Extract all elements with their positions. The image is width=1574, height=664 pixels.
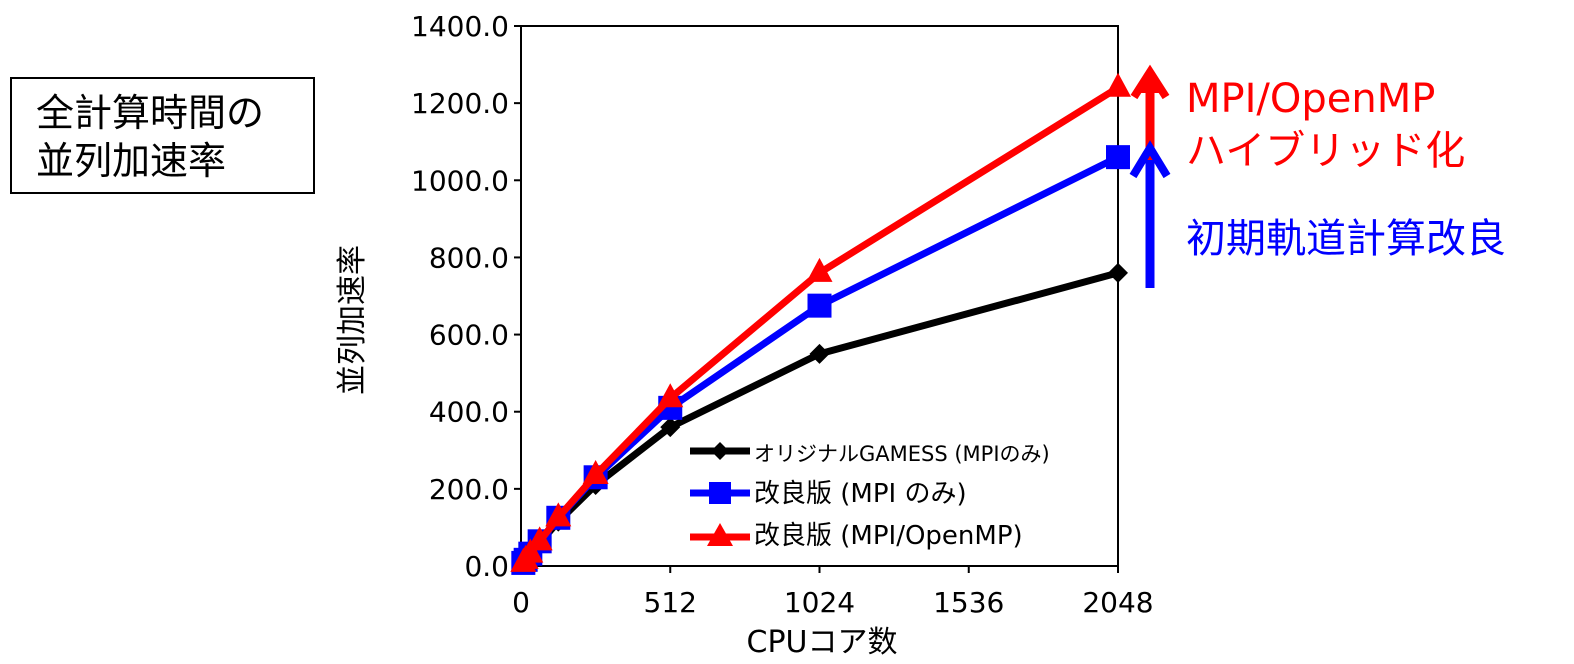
- x-tick-label: 1536: [933, 586, 1004, 619]
- y-axis-title: 並列加速率: [335, 245, 370, 395]
- title-line-2: 並列加速率: [36, 139, 227, 183]
- title-line-1: 全計算時間の: [36, 91, 265, 135]
- data-point-triangle: [545, 502, 572, 527]
- legend-item-improved-mpi: 改良版 (MPI のみ): [688, 474, 1116, 514]
- data-point-diamond: [660, 417, 681, 438]
- x-tick-label: 1024: [784, 586, 855, 619]
- x-tick-label: 2048: [1082, 586, 1153, 619]
- hybrid-note-line-2: ハイブリッド化: [1186, 128, 1466, 174]
- legend-item-improved-hybrid: 改良版 (MPI/OpenMP): [688, 516, 1116, 556]
- data-point-triangle: [526, 526, 553, 551]
- legend-label-improved-mpi: 改良版 (MPI のみ): [754, 479, 967, 509]
- hybrid-note-line-1: MPI/OpenMP: [1186, 76, 1436, 122]
- series-layer: [510, 72, 1131, 575]
- y-tick-label: 0.0: [464, 550, 509, 583]
- x-axis-title: CPUコア数: [747, 625, 898, 660]
- data-point-triangle: [1105, 72, 1131, 97]
- legend-label-improved-hybrid: 改良版 (MPI/OpenMP): [754, 521, 1023, 551]
- data-point-triangle: [582, 459, 609, 484]
- x-tick-label: 0: [512, 586, 530, 619]
- y-tick-label: 400.0: [429, 396, 509, 429]
- title-box: 全計算時間の 並列加速率: [10, 77, 315, 194]
- legend-item-original: オリジナルGAMESS (MPIのみ): [688, 432, 1116, 472]
- data-point-square: [1106, 145, 1130, 170]
- data-point-triangle: [806, 257, 833, 282]
- data-point-square: [807, 293, 832, 318]
- y-tick-label: 800.0: [429, 241, 509, 274]
- improve-note: 初期軌道計算改良: [1186, 216, 1506, 262]
- legend-label-original: オリジナルGAMESS (MPIのみ): [754, 442, 1050, 466]
- legend-swatch-original: [690, 442, 750, 460]
- legend-swatch-improved-hybrid: [690, 523, 750, 546]
- y-tick-label: 600.0: [429, 319, 509, 352]
- red-up-arrow-chevron: [1130, 64, 1170, 100]
- data-point-diamond: [809, 343, 830, 364]
- legend: オリジナルGAMESS (MPIのみ) 改良版 (MPI のみ) 改良版 (MP…: [688, 432, 1116, 562]
- legend-swatch-improved-mpi: [690, 482, 750, 504]
- x-tick-label: 512: [644, 586, 697, 619]
- y-tick-label: 200.0: [429, 473, 509, 506]
- axes: 0.0 200.0 400.0 600.0 800.0 1000.0 1200.0 1400.…: [411, 10, 1154, 619]
- y-tick-label: 1400.0: [411, 10, 509, 43]
- annotation-arrows: [1129, 64, 1171, 288]
- y-tick-label: 1000.0: [411, 164, 509, 197]
- data-point-triangle: [517, 538, 544, 563]
- y-tick-label: 1200.0: [411, 87, 509, 120]
- data-point-triangle: [657, 383, 684, 408]
- data-point-diamond: [1108, 262, 1128, 283]
- blue-up-arrow-chevron: [1129, 140, 1171, 179]
